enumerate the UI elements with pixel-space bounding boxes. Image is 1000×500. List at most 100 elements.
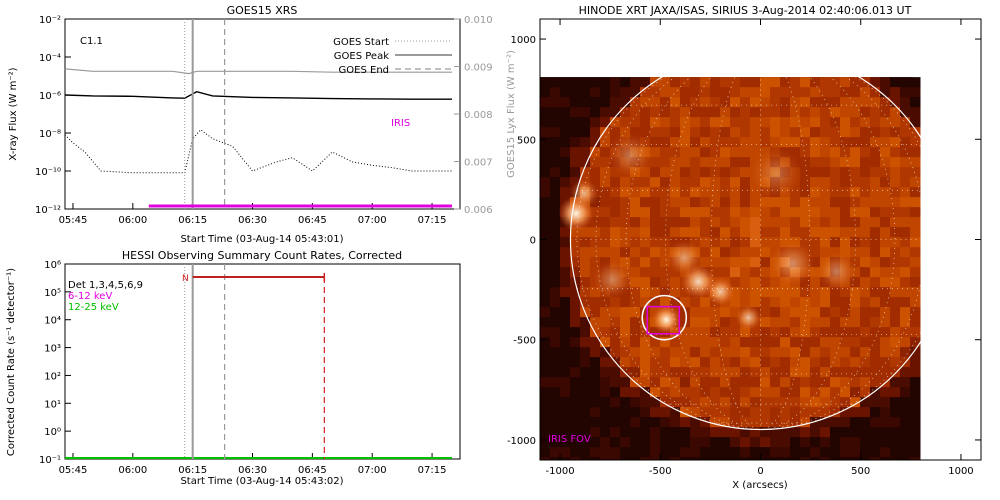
xrt-overlay: [569, 48, 952, 431]
xrt-pixel: [660, 167, 671, 178]
goes-y-tick-label: 10⁻¹²: [35, 205, 61, 216]
xrt-pixel: [840, 317, 851, 328]
xrt-pixel: [730, 437, 741, 448]
xrt-pixel: [640, 247, 651, 258]
xrt-pixel: [840, 197, 851, 208]
xrt-pixel: [650, 427, 661, 438]
xrt-pixel: [900, 117, 911, 128]
xrt-pixel: [740, 167, 751, 178]
xrt-pixel: [550, 417, 561, 428]
xrt-pixel: [800, 457, 811, 460]
xrt-pixel: [850, 387, 861, 398]
xrt-pixel: [650, 87, 661, 98]
xrt-pixel: [910, 147, 921, 158]
xrt-pixel: [860, 377, 871, 388]
xrt-pixel: [640, 287, 651, 298]
xrt-pixel: [870, 357, 881, 368]
xrt-pixel: [570, 357, 581, 368]
xrt-pixel: [810, 307, 821, 318]
xrt-pixel: [590, 137, 601, 148]
hessi-x-tick-label: 06:15: [178, 465, 207, 476]
xrt-pixel: [590, 77, 601, 88]
xrt-pixel: [770, 327, 781, 338]
xrt-pixel: [840, 177, 851, 188]
xrt-pixel: [710, 267, 721, 278]
xrt-pixel: [790, 347, 801, 358]
xrt-pixel: [660, 427, 671, 438]
xrt-pixel: [700, 157, 711, 168]
xrt-pixel: [820, 187, 831, 198]
xrt-pixel: [780, 437, 791, 448]
goes-x-tick-label: 06:15: [178, 215, 207, 226]
xrt-pixel: [690, 157, 701, 168]
xrt-pixel: [870, 377, 881, 388]
xrt-pixel: [770, 207, 781, 218]
xrt-pixel: [820, 417, 831, 428]
xrt-pixel: [850, 257, 861, 268]
xrt-pixel: [660, 77, 671, 88]
xrt-pixel: [810, 377, 821, 388]
xrt-pixel: [730, 327, 741, 338]
xrt-pixel: [820, 397, 831, 408]
xrt-pixel: [630, 277, 641, 288]
xrt-pixel: [540, 247, 551, 258]
xrt-pixel: [650, 417, 661, 428]
xrt-pixel: [770, 437, 781, 448]
xrt-pixel: [600, 107, 611, 118]
xrt-pixel: [660, 217, 671, 228]
xrt-pixel: [750, 337, 761, 348]
xrt-pixel: [860, 137, 871, 148]
hessi-x-tick-label: 06:00: [118, 465, 147, 476]
xrt-pixel: [540, 267, 551, 278]
xrt-pixel: [670, 397, 681, 408]
xrt-pixel: [680, 177, 691, 188]
xrt-pixel: [750, 347, 761, 358]
xrt-pixel: [690, 227, 701, 238]
xrt-pixel: [900, 137, 911, 148]
xrt-pixel: [760, 457, 771, 460]
xrt-pixel: [660, 397, 671, 408]
xrt-pixel: [850, 347, 861, 358]
xrt-pixel: [640, 417, 651, 428]
xrt-pixel: [620, 437, 631, 448]
xrt-pixel: [890, 137, 901, 148]
xrt-pixel: [710, 447, 721, 458]
xrt-pixel: [580, 427, 591, 438]
xrt-pixel: [900, 227, 911, 238]
xrt-pixel: [890, 357, 901, 368]
xrt-pixel: [700, 247, 711, 258]
xrt-pixel: [600, 227, 611, 238]
xrt-pixel: [810, 247, 821, 258]
xrt-pixel: [580, 257, 591, 268]
xrt-pixel: [870, 187, 881, 198]
xrt-pixel: [790, 417, 801, 428]
xrt-pixel: [630, 97, 641, 108]
xrt-pixel: [610, 387, 621, 398]
xrt-pixel: [780, 387, 791, 398]
xrt-pixel: [640, 77, 651, 88]
xrt-pixel: [860, 97, 871, 108]
xrt-pixel: [840, 387, 851, 398]
xrt-pixel: [760, 257, 771, 268]
xrt-pixel: [890, 297, 901, 308]
xrt-pixel: [780, 207, 791, 218]
xrt-pixel: [570, 347, 581, 358]
xrt-pixel: [840, 107, 851, 118]
goes-right-y-axis-label: GOES15 Lyx Flux (W m⁻²): [506, 50, 517, 178]
xrt-pixel: [540, 437, 551, 448]
xrt-pixel: [650, 347, 661, 358]
xrt-pixel: [580, 107, 591, 118]
xrt-pixel: [820, 87, 831, 98]
xrt-pixel: [880, 97, 891, 108]
xrt-pixel: [840, 207, 851, 218]
xrt-pixel: [620, 97, 631, 108]
xrt-pixel: [680, 127, 691, 138]
xrt-pixel: [710, 217, 721, 228]
xrt-pixel: [900, 247, 911, 258]
xrt-pixel: [830, 367, 841, 378]
xrt-pixel: [720, 77, 731, 88]
goes-x-axis: 05:45 06:00 06:15 06:30 06:45 07:00 07:15: [59, 203, 446, 226]
xrt-pixel: [890, 157, 901, 168]
xrt-pixel: [730, 447, 741, 458]
